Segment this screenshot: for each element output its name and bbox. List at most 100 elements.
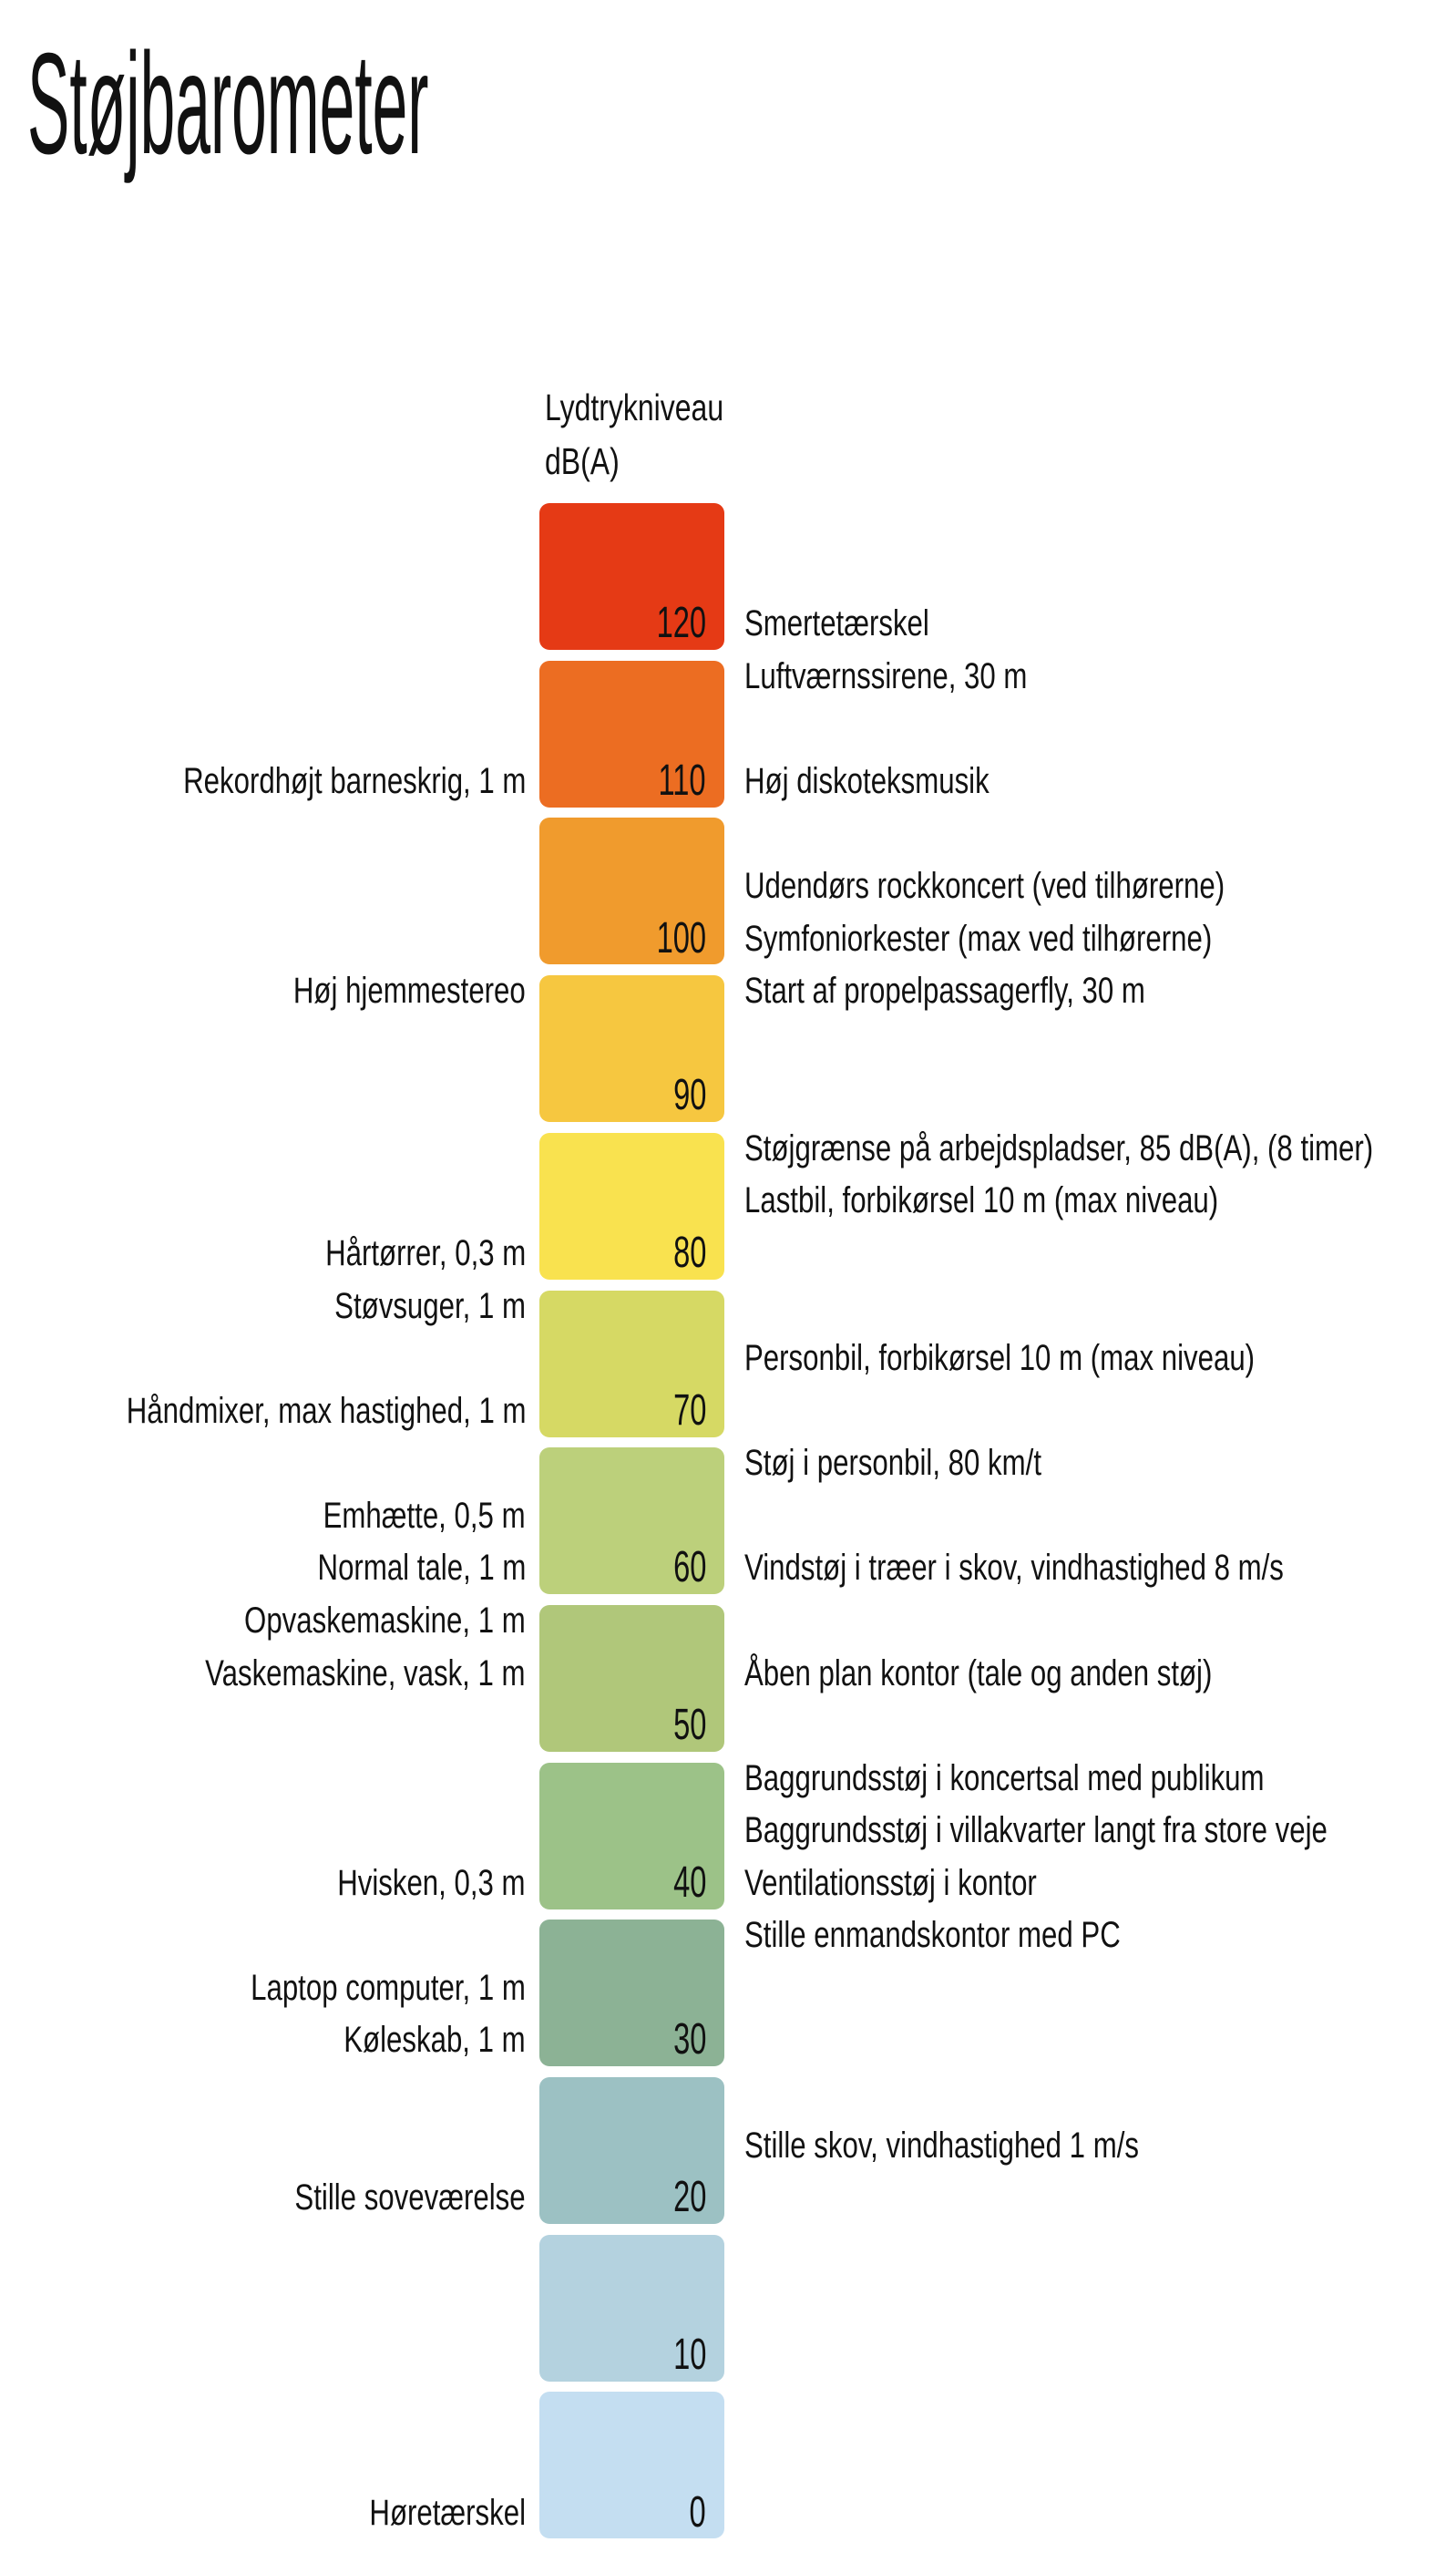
level-value: 110	[658, 756, 706, 805]
right-label: Udendørs rockkoncert (ved tilhørerne)	[744, 866, 1225, 906]
right-label-row: Ventilationsstøj i kontor	[744, 1857, 1446, 1909]
left-label-row: Emhætte, 0,5 m	[0, 1489, 526, 1542]
level-value-row-50db: 50	[539, 1699, 706, 1752]
left-label-row: Rekordhøjt barneskrig, 1 m	[0, 755, 526, 808]
right-label: Støjgrænse på arbejdspladser, 85 dB(A), …	[744, 1127, 1374, 1168]
right-label: Luftværnssirene, 30 m	[744, 655, 1028, 696]
level-value: 80	[672, 1228, 706, 1277]
right-label-row: Støj i personbil, 80 km/t	[744, 1436, 1446, 1489]
level-value-row-90db: 90	[539, 1069, 706, 1122]
left-label: Støvsuger, 1 m	[334, 1285, 526, 1326]
right-label-row: Stille enmandskontor med PC	[744, 1909, 1446, 1961]
left-label-row: Håndmixer, max hastighed, 1 m	[0, 1384, 526, 1437]
level-value-row-0db: 0	[539, 2486, 706, 2539]
right-label-row: Vindstøj i træer i skov, vindhastighed 8…	[744, 1541, 1446, 1594]
level-value: 60	[672, 1543, 706, 1592]
left-label-row: Vaskemaskine, vask, 1 m	[0, 1647, 526, 1700]
level-value-row-40db: 40	[539, 1857, 706, 1909]
left-label-row: Hvisken, 0,3 m	[0, 1857, 526, 1909]
axis-title: Lydtrykniveau dB(A)	[545, 381, 774, 489]
level-block-20db	[539, 2077, 724, 2224]
left-label: Hvisken, 0,3 m	[337, 1862, 526, 1903]
right-label: Symfoniorkester (max ved tilhørerne)	[744, 918, 1213, 959]
level-value: 50	[672, 1701, 706, 1749]
level-value-row-100db: 100	[539, 912, 706, 965]
level-value-row-10db: 10	[539, 2329, 706, 2382]
level-value: 100	[656, 913, 706, 962]
right-label: Personbil, forbikørsel 10 m (max niveau)	[744, 1338, 1256, 1379]
right-label: Baggrundsstøj i koncertsal med publikum	[744, 1757, 1265, 1798]
level-value-row-30db: 30	[539, 2013, 706, 2066]
level-block-50db	[539, 1604, 724, 1752]
level-value: 0	[689, 2487, 706, 2537]
right-label-row: Baggrundsstøj i villakvarter langt fra s…	[744, 1804, 1446, 1857]
level-value: 20	[672, 2173, 706, 2222]
left-label: Emhætte, 0,5 m	[323, 1495, 526, 1536]
left-label-row: Høretærskel	[0, 2486, 526, 2539]
level-value-row-20db: 20	[539, 2171, 706, 2224]
left-label: Opvaskemaskine, 1 m	[244, 1600, 526, 1641]
right-label-row: Åben plan kontor (tale og anden støj)	[744, 1647, 1446, 1700]
level-value: 90	[672, 1071, 706, 1120]
left-label: Normal tale, 1 m	[317, 1548, 526, 1589]
level-block-120db	[539, 503, 724, 650]
left-label-row: Opvaskemaskine, 1 m	[0, 1594, 526, 1647]
left-label: Køleskab, 1 m	[343, 2020, 526, 2061]
level-block-60db	[539, 1447, 724, 1595]
right-label-row: Stille skov, vindhastighed 1 m/s	[744, 2119, 1446, 2172]
axis-title-line-2: dB(A)	[545, 435, 774, 489]
right-label: Stille skov, vindhastighed 1 m/s	[744, 2125, 1139, 2166]
level-value-row-60db: 60	[539, 1541, 706, 1594]
level-block-110db	[539, 660, 724, 808]
level-block-70db	[539, 1290, 724, 1437]
level-value: 120	[656, 599, 706, 648]
right-label-row: Luftværnssirene, 30 m	[744, 650, 1446, 703]
level-block-30db	[539, 1920, 724, 2067]
left-label-row: Stille soveværelse	[0, 2171, 526, 2224]
right-label: Høj diskoteksmusik	[744, 760, 989, 801]
left-label: Vaskemaskine, vask, 1 m	[205, 1652, 526, 1693]
right-label: Start af propelpassagerfly, 30 m	[744, 971, 1145, 1012]
left-label: Laptop computer, 1 m	[251, 1967, 526, 2008]
level-value: 10	[672, 2330, 706, 2379]
page-title: Støjbarometer	[27, 25, 939, 184]
left-label-row: Normal tale, 1 m	[0, 1541, 526, 1594]
level-block-100db	[539, 818, 724, 965]
level-value: 30	[672, 2015, 706, 2064]
level-value: 70	[672, 1385, 706, 1435]
right-label: Lastbil, forbikørsel 10 m (max niveau)	[744, 1180, 1219, 1221]
left-label: Høretærskel	[369, 2492, 526, 2533]
right-label: Ventilationsstøj i kontor	[744, 1862, 1037, 1903]
right-label: Smertetærskel	[744, 603, 929, 644]
level-value: 40	[672, 1858, 706, 1907]
level-value-row-80db: 80	[539, 1227, 706, 1280]
right-label: Stille enmandskontor med PC	[744, 1915, 1121, 1956]
right-label-row: Høj diskoteksmusik	[744, 755, 1446, 808]
left-label-row: Hårtørrer, 0,3 m	[0, 1227, 526, 1280]
right-label: Støj i personbil, 80 km/t	[744, 1443, 1041, 1484]
level-block-40db	[539, 1762, 724, 1909]
right-label-row: Personbil, forbikørsel 10 m (max niveau)	[744, 1332, 1446, 1384]
axis-title-line-1: Lydtrykniveau	[545, 381, 774, 435]
level-block-90db	[539, 975, 724, 1123]
left-label: Rekordhøjt barneskrig, 1 m	[182, 760, 526, 801]
axis-title-line-2-text: dB(A)	[545, 440, 620, 482]
level-block-0db	[539, 2392, 724, 2539]
level-value-row-110db: 110	[539, 755, 706, 808]
right-label: Vindstøj i træer i skov, vindhastighed 8…	[744, 1548, 1284, 1589]
left-label: Stille soveværelse	[294, 2177, 526, 2218]
right-label: Baggrundsstøj i villakvarter langt fra s…	[744, 1810, 1328, 1851]
left-label-row: Høj hjemmestereo	[0, 964, 526, 1017]
right-label-row: Udendørs rockkoncert (ved tilhørerne)	[744, 859, 1446, 912]
level-value-row-70db: 70	[539, 1384, 706, 1437]
left-label-row: Støvsuger, 1 m	[0, 1280, 526, 1333]
right-label-row: Start af propelpassagerfly, 30 m	[744, 964, 1446, 1017]
left-label-row: Laptop computer, 1 m	[0, 1961, 526, 2014]
right-label-row: Baggrundsstøj i koncertsal med publikum	[744, 1752, 1446, 1805]
level-value-row-120db: 120	[539, 597, 706, 650]
right-label-row: Lastbil, forbikørsel 10 m (max niveau)	[744, 1174, 1446, 1227]
right-label-row: Symfoniorkester (max ved tilhørerne)	[744, 912, 1446, 965]
level-block-10db	[539, 2234, 724, 2382]
right-label-row: Støjgrænse på arbejdspladser, 85 dB(A), …	[744, 1122, 1446, 1175]
